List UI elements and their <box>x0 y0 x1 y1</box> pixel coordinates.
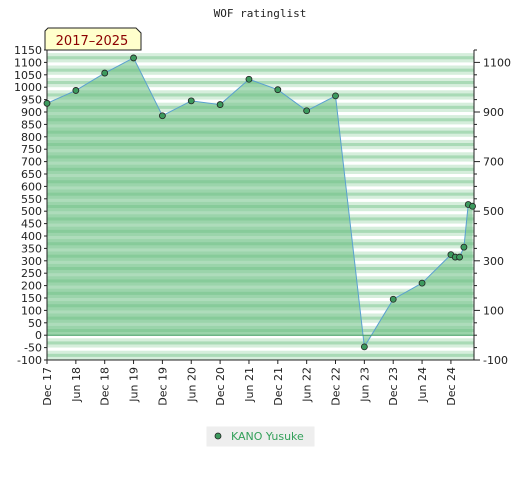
right-axis-ticks: -100 100 300 500 700 900 1100 <box>474 49 511 367</box>
band <box>47 62 474 66</box>
band <box>47 77 474 82</box>
left-tick-label: 850 <box>21 118 42 131</box>
band <box>47 356 474 361</box>
left-tick-label: 650 <box>21 168 42 181</box>
band <box>47 53 474 57</box>
right-tick-label: 1100 <box>483 56 511 69</box>
band <box>47 59 474 63</box>
x-tick-label: Dec 22 <box>330 367 343 406</box>
data-points <box>43 54 476 351</box>
band <box>47 338 474 342</box>
band <box>47 344 474 348</box>
x-tick-label: Jun 23 <box>358 367 371 403</box>
band <box>47 341 474 345</box>
band <box>47 350 474 355</box>
x-tick-label: Jun 20 <box>185 367 198 403</box>
left-tick-label: 350 <box>21 242 42 255</box>
data-point <box>274 86 282 94</box>
x-tick-label: Dec 23 <box>387 367 400 406</box>
left-tick-label: 500 <box>21 205 42 218</box>
left-tick-label: 1100 <box>14 56 42 69</box>
left-tick-label: 450 <box>21 218 42 231</box>
x-tick-label: Jun 24 <box>416 367 429 403</box>
x-tick-label: Jun 22 <box>301 367 314 403</box>
left-tick-label: 750 <box>21 143 42 156</box>
x-tick-label: Jun 19 <box>128 367 141 403</box>
x-tick-label: Dec 19 <box>156 367 169 406</box>
data-point <box>389 295 397 303</box>
left-tick-label: -100 <box>17 354 42 367</box>
data-point <box>332 92 339 100</box>
right-tick-label: 900 <box>483 106 504 119</box>
legend-label: KANO Yusuke <box>231 430 304 443</box>
band <box>47 68 474 72</box>
band <box>47 81 474 85</box>
right-tick-label: 300 <box>483 255 504 268</box>
left-tick-label: 1150 <box>14 44 42 57</box>
data-point <box>418 279 426 287</box>
band <box>47 353 474 358</box>
left-tick-label: 100 <box>21 304 42 317</box>
data-point <box>303 107 311 115</box>
series-area <box>47 57 473 347</box>
legend-marker <box>214 432 222 440</box>
band <box>47 347 474 351</box>
left-tick-label: 800 <box>21 131 42 144</box>
left-axis-ticks: -100-50050100150200250300350400450500550… <box>14 44 47 367</box>
left-tick-label: 150 <box>21 292 42 305</box>
band <box>47 65 474 69</box>
left-tick-label: 1000 <box>14 81 42 94</box>
period-label: 2017–2025 <box>56 34 129 49</box>
x-tick-label: Dec 24 <box>445 367 458 406</box>
left-tick-label: 900 <box>21 106 42 119</box>
band <box>47 50 474 54</box>
left-tick-label: 200 <box>21 280 42 293</box>
left-tick-label: 1050 <box>14 69 42 82</box>
data-point <box>159 112 166 120</box>
left-tick-label: 250 <box>21 267 42 280</box>
x-tick-label: Dec 20 <box>214 367 227 406</box>
data-point <box>469 202 476 210</box>
data-point <box>460 243 468 251</box>
left-tick-label: 600 <box>21 180 42 193</box>
legend: KANO Yusuke <box>206 426 315 447</box>
right-tick-label: 500 <box>483 205 504 218</box>
data-point <box>360 343 368 351</box>
x-tick-label: Jun 21 <box>243 367 256 403</box>
left-tick-label: 400 <box>21 230 42 243</box>
band <box>47 335 474 339</box>
data-point <box>43 99 51 107</box>
chart-title: WOF ratinglist <box>214 7 307 20</box>
data-point <box>216 101 224 108</box>
data-point <box>187 97 195 105</box>
left-tick-label: 700 <box>21 156 42 169</box>
left-tick-label: 50 <box>28 317 42 330</box>
band <box>47 71 474 76</box>
left-tick-label: 0 <box>35 329 42 342</box>
right-tick-label: 100 <box>483 304 504 317</box>
data-point <box>130 54 137 62</box>
x-axis-ticks: Dec 17 Jun 18 Dec 18 Jun 19 Dec 19 Jun 20 Dec … <box>41 360 458 406</box>
x-tick-label: Jun 18 <box>70 367 83 403</box>
band <box>47 74 474 79</box>
data-point <box>72 87 80 94</box>
left-tick-label: 550 <box>21 193 42 206</box>
data-point <box>245 75 253 83</box>
left-tick-label: 950 <box>21 94 42 107</box>
left-tick-label: 300 <box>21 255 42 268</box>
left-tick-label: -50 <box>24 342 42 355</box>
x-tick-label: Dec 17 <box>41 367 54 406</box>
band <box>47 56 474 60</box>
right-tick-label: 700 <box>483 156 504 169</box>
right-tick-label: -100 <box>483 354 508 367</box>
x-tick-label: Dec 21 <box>272 367 285 406</box>
data-point <box>456 253 463 261</box>
data-point <box>101 69 109 77</box>
period-badge: 2017–2025 <box>44 27 142 51</box>
x-tick-label: Dec 18 <box>99 367 112 406</box>
